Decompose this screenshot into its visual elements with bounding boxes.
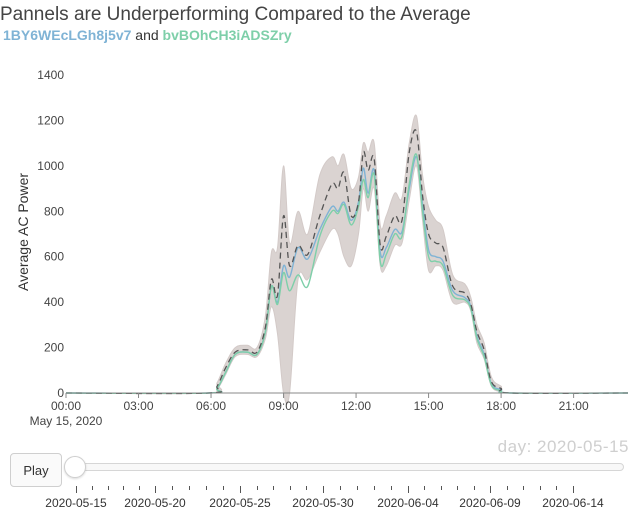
slider-tick-mark xyxy=(408,486,409,493)
average-range-band xyxy=(65,114,629,405)
panel-b-label: bvBOhCH3iADSZry xyxy=(162,27,292,43)
slider-tick-label: 2020-05-25 xyxy=(209,496,271,510)
y-tick-label: 200 xyxy=(44,341,64,355)
slider-tick-label: 2020-06-09 xyxy=(459,496,521,510)
chart-subtitle: 1BY6WEcLGh8j5v7 and bvBOhCH3iADSZry xyxy=(3,27,292,43)
play-button[interactable]: Play xyxy=(10,453,62,487)
x-tick-label: 00:00 xyxy=(51,399,81,413)
slider-minor-tick xyxy=(123,486,125,490)
slider-minor-tick xyxy=(357,486,358,490)
slider-minor-tick xyxy=(440,486,442,490)
slider-minor-tick xyxy=(139,486,141,490)
axis-layer: 0 200 400 600 800 1000 1200 1400 00:00 03:00 06:00… xyxy=(30,68,628,428)
slider-tick-label: 2020-06-04 xyxy=(377,496,439,510)
slider-minor-tick xyxy=(556,486,558,490)
y-tick-label: 400 xyxy=(44,295,64,309)
series-average-line xyxy=(65,129,629,395)
y-tick-label: 1200 xyxy=(37,113,64,127)
slider-minor-tick xyxy=(289,486,291,490)
slider-tick-label: 2020-05-30 xyxy=(292,496,354,510)
slider-minor-tick xyxy=(107,486,109,490)
slider-minor-tick xyxy=(256,486,258,490)
series-panel-b-line xyxy=(65,153,629,395)
slider-minor-tick xyxy=(506,486,508,490)
panel-a-label: 1BY6WEcLGh8j5v7 xyxy=(3,27,132,43)
x-tick-label: 12:00 xyxy=(341,399,371,413)
y-tick-label: 1400 xyxy=(37,68,64,82)
day-slider-ticks: 2020-05-15 2020-05-20 2020-05-25 2020-05-30… xyxy=(0,486,635,520)
slider-tick-label: 2020-05-15 xyxy=(45,496,107,510)
x-tick-label: 18:00 xyxy=(486,399,516,413)
slider-minor-tick xyxy=(189,486,190,490)
line-chart: 0 200 400 600 800 1000 1200 1400 00:00 03:00 06:00… xyxy=(15,68,629,428)
slider-minor-tick xyxy=(374,486,375,490)
x-date-label: May 15, 2020 xyxy=(30,414,103,428)
y-axis-label: Average AC Power xyxy=(15,173,31,291)
slider-tick-mark xyxy=(323,486,324,493)
slider-tick-mark xyxy=(490,486,491,493)
slider-minor-tick xyxy=(206,486,207,490)
x-tick-label: 09:00 xyxy=(269,399,299,413)
subtitle-joiner: and xyxy=(135,27,159,43)
x-tick-label: 15:00 xyxy=(414,399,444,413)
slider-tick-label: 2020-06-14 xyxy=(542,496,604,510)
slider-minor-tick xyxy=(523,486,525,490)
chart-title: Pannels are Underperforming Compared to … xyxy=(0,4,471,25)
slider-minor-tick xyxy=(91,486,93,490)
x-tick-label: 03:00 xyxy=(124,399,154,413)
y-tick-label: 0 xyxy=(57,386,64,400)
slider-tick-mark xyxy=(240,486,241,493)
slider-tick-mark xyxy=(155,486,156,493)
day-slider-track[interactable] xyxy=(75,463,624,471)
slider-minor-tick xyxy=(172,486,173,490)
y-tick-label: 600 xyxy=(44,250,64,264)
slider-minor-tick xyxy=(457,486,459,490)
day-indicator: day: 2020-05-15 xyxy=(497,437,629,456)
slider-minor-tick xyxy=(391,486,392,490)
series-layer xyxy=(65,129,629,395)
x-tick-label: 21:00 xyxy=(559,399,589,413)
slider-minor-tick xyxy=(340,486,341,490)
day-slider-handle[interactable] xyxy=(64,456,86,478)
y-tick-label: 1000 xyxy=(37,159,64,173)
y-tick-label: 800 xyxy=(44,204,64,218)
slider-tick-mark xyxy=(76,486,77,493)
slider-minor-tick xyxy=(473,486,475,490)
slider-minor-tick xyxy=(273,486,275,490)
x-tick-label: 06:00 xyxy=(196,399,226,413)
band-layer xyxy=(65,114,629,405)
slider-minor-tick xyxy=(539,486,541,490)
slider-tick-label: 2020-05-20 xyxy=(124,496,186,510)
slider-minor-tick xyxy=(424,486,426,490)
slider-minor-tick xyxy=(223,486,224,490)
slider-minor-tick xyxy=(306,486,308,490)
slider-tick-mark xyxy=(573,486,574,493)
